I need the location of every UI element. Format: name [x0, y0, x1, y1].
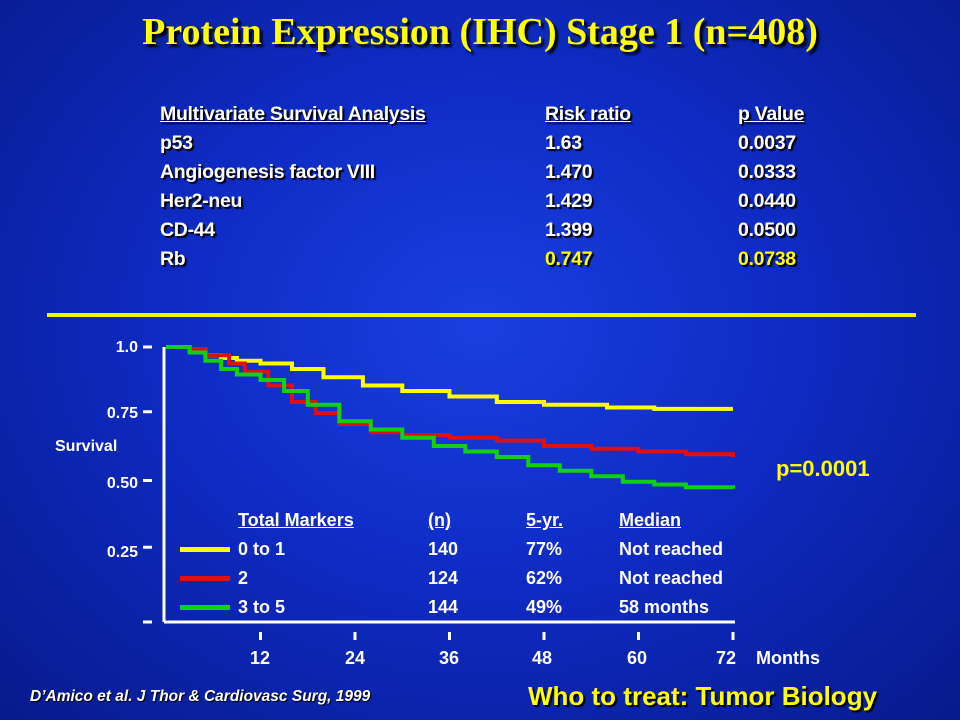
table-row: CD-44 1.399 0.0500 — [160, 216, 818, 245]
legend-swatch-yellow — [180, 547, 230, 552]
p-value-annotation: p=0.0001 — [776, 456, 870, 481]
legend-swatch-red — [180, 576, 230, 581]
risk-ratio: 0.747 — [545, 248, 593, 270]
header-analysis: Multivariate Survival Analysis — [160, 103, 426, 125]
p-value: 0.0500 — [738, 219, 796, 241]
legend-header-markers: Total Markers — [238, 510, 354, 530]
marker-name: Angiogenesis factor VIII — [160, 161, 375, 183]
survival-curve-series-1 — [166, 345, 733, 411]
legend-markers: 0 to 1 — [238, 539, 286, 559]
survival-curve-series-3 — [166, 345, 735, 490]
legend-row: 2 124 62% Not reached — [180, 564, 769, 593]
multivariate-table-header: Multivariate Survival Analysis Risk rati… — [160, 100, 818, 129]
risk-ratio: 1.470 — [545, 161, 593, 183]
x-tick-label: 48 — [531, 648, 553, 668]
x-axis-label: Months — [756, 648, 820, 668]
legend-median: Not reached — [619, 539, 724, 559]
risk-ratio: 1.399 — [545, 219, 593, 241]
p-value: 0.0333 — [738, 161, 796, 183]
y-axis-label: Survival — [55, 438, 118, 455]
legend-median: Not reached — [619, 568, 724, 588]
legend-markers: 2 — [238, 568, 249, 588]
header-p-value: p Value — [738, 103, 805, 125]
x-tick-label: 36 — [438, 648, 460, 668]
citation: D’Amico et al. J Thor & Cardiovasc Surg,… — [30, 688, 371, 705]
legend-swatch-green — [180, 605, 230, 610]
table-row: Angiogenesis factor VIII 1.470 0.0333 — [160, 158, 818, 187]
table-row: Her2-neu 1.429 0.0440 — [160, 187, 818, 216]
y-tick-label: 0.25 — [106, 544, 138, 561]
legend-n: 124 — [428, 568, 459, 588]
x-tick-label: 72 — [715, 648, 737, 668]
legend-5yr: 49% — [526, 597, 563, 617]
legend-n: 140 — [428, 539, 459, 559]
slide-title: Protein Expression (IHC) Stage 1 (n=408) — [142, 11, 818, 53]
marker-name: Rb — [160, 248, 186, 270]
survival-curves — [166, 345, 735, 490]
table-row: p53 1.63 0.0037 — [160, 129, 818, 158]
multivariate-table: Multivariate Survival Analysis Risk rati… — [160, 100, 818, 274]
marker-name: p53 — [160, 132, 193, 154]
legend-header-n: (n) — [428, 510, 451, 530]
x-tick-label: 60 — [626, 648, 648, 668]
tagline: Who to treat: Tumor Biology — [528, 681, 878, 711]
chart-axes — [143, 345, 735, 640]
legend-row: 3 to 5 144 49% 58 months — [180, 593, 769, 622]
survival-curve-series-2 — [166, 345, 735, 457]
marker-name: Her2-neu — [160, 190, 243, 212]
legend-markers: 3 to 5 — [238, 597, 286, 617]
legend-5yr: 62% — [526, 568, 563, 588]
divider-rule — [47, 313, 916, 317]
y-tick-label: 1.0 — [115, 339, 138, 356]
legend-row: 0 to 1 140 77% Not reached — [180, 535, 769, 564]
risk-ratio: 1.429 — [545, 190, 593, 212]
x-tick-label: 12 — [249, 648, 271, 668]
header-risk-ratio: Risk ratio — [545, 103, 631, 125]
table-row: Rb 0.747 0.0738 — [160, 245, 818, 274]
y-tick-label: 0.75 — [106, 405, 138, 422]
legend-5yr: 77% — [526, 539, 563, 559]
legend-header: Total Markers (n) 5-yr. Median — [180, 506, 769, 535]
p-value: 0.0440 — [738, 190, 796, 212]
p-value: 0.0738 — [738, 248, 796, 270]
legend-median: 58 months — [619, 597, 710, 617]
legend-n: 144 — [428, 597, 459, 617]
risk-ratio: 1.63 — [545, 132, 582, 154]
x-tick-label: 24 — [344, 648, 366, 668]
marker-name: CD-44 — [160, 219, 215, 241]
legend-header-median: Median — [619, 510, 682, 530]
y-tick-label: 0.50 — [106, 475, 138, 492]
p-value: 0.0037 — [738, 132, 796, 154]
legend-header-5yr: 5-yr. — [526, 510, 564, 530]
legend-table: Total Markers (n) 5-yr. Median 0 to 1 14… — [180, 506, 769, 622]
